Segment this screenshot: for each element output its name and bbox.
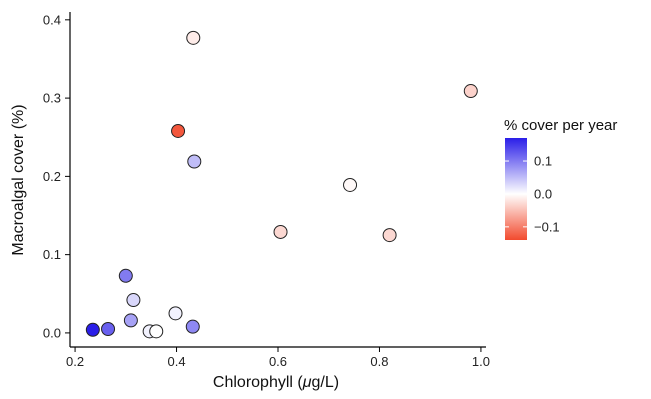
data-points	[85, 30, 478, 339]
data-point	[273, 224, 288, 239]
data-point	[171, 123, 186, 138]
data-point	[463, 84, 478, 99]
y-tick-label: 0.2	[43, 169, 61, 184]
data-point	[101, 321, 116, 336]
x-tick-label: 0.2	[66, 354, 84, 369]
data-point	[149, 324, 164, 339]
y-axis-ticks: 0.0 0.1 0.2 0.3 0.4	[43, 12, 70, 340]
data-point	[168, 306, 183, 321]
legend-tick-label: −0.1	[534, 219, 560, 234]
x-axis-title-suffix: g/L)	[312, 374, 340, 391]
color-legend: % cover per year 0.1 0.0 −0.1	[504, 117, 617, 240]
data-point	[118, 268, 133, 283]
x-tick-label: 0.4	[167, 354, 185, 369]
legend-title: % cover per year	[504, 117, 617, 134]
x-axis-title-prefix: Chlorophyll (	[213, 374, 303, 391]
data-point	[343, 177, 358, 192]
legend-ticks: 0.1 0.0 −0.1	[505, 154, 560, 234]
x-axis-title: Chlorophyll (μg/L)	[213, 374, 339, 391]
legend-tick-label: 0.1	[534, 154, 552, 169]
plot-area: 0.0 0.1 0.2 0.3 0.4 0.2 0.4 0.6 0.8 1.0	[43, 12, 490, 369]
legend-colorbar	[505, 138, 527, 240]
legend-tick-label: 0.0	[534, 186, 552, 201]
x-tick-label: 0.8	[370, 354, 388, 369]
data-point	[185, 319, 200, 334]
data-point	[382, 228, 397, 243]
y-tick-label: 0.3	[43, 91, 61, 106]
y-tick-label: 0.1	[43, 247, 61, 262]
data-point	[123, 313, 138, 328]
data-point	[187, 154, 202, 169]
x-tick-label: 1.0	[472, 354, 490, 369]
x-axis-title-unit-symbol: μ	[302, 374, 312, 391]
y-tick-label: 0.4	[43, 12, 61, 27]
data-point	[186, 30, 201, 45]
y-axis-title: Macroalgal cover (%)	[10, 104, 27, 255]
data-point	[126, 293, 141, 308]
x-tick-label: 0.6	[269, 354, 287, 369]
x-axis-ticks: 0.2 0.4 0.6 0.8 1.0	[66, 347, 490, 369]
data-point	[85, 322, 100, 337]
y-tick-label: 0.0	[43, 325, 61, 340]
